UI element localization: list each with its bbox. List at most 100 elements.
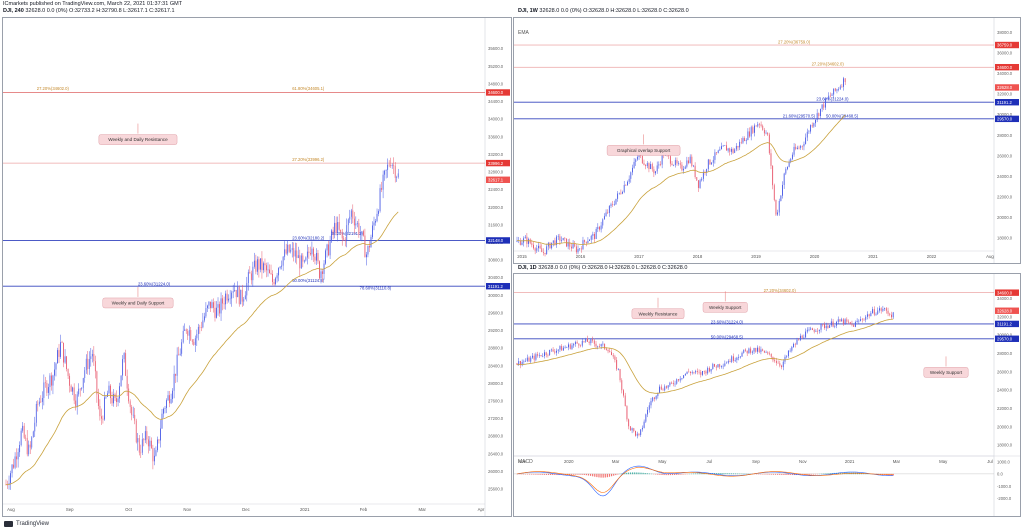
candle-body [700, 372, 702, 375]
y-tick-label: 29600.0 [488, 310, 504, 315]
candle-body [147, 439, 149, 447]
candle-body [303, 260, 305, 262]
candle-body [610, 204, 612, 206]
candle-body [153, 455, 155, 462]
candle-body [337, 222, 339, 234]
right-top-chart-panel[interactable]: 18000.0 20000.0 22000.0 24000.0 26000.0 28000… [513, 17, 1021, 264]
macd-hist-bar [701, 473, 703, 475]
left-chart-title: DJI, 240 32628.0 0.0 (0%) O:32733.2 H:32… [3, 8, 175, 14]
candle-body [547, 242, 549, 247]
candle-body [319, 261, 320, 279]
macd-hist-bar [543, 473, 545, 475]
y-tick-label: 33200.0 [488, 152, 504, 157]
macd-hist-bar [592, 473, 594, 477]
candle-body [636, 157, 638, 160]
candle-body [163, 408, 164, 414]
macd-hist-bar [808, 473, 810, 475]
right-bottom-chart-panel[interactable]: 18000.0 20000.0 22000.0 24000.0 26000.0 28000… [513, 273, 1021, 517]
macd-hist-bar [600, 473, 602, 478]
candle-body [530, 357, 532, 362]
candle-body [531, 355, 533, 358]
last-price-label: 32628.0 [997, 85, 1013, 90]
y-tick-label: 35200.0 [488, 64, 504, 69]
candle-body [671, 163, 673, 166]
fib-label: 23.60%(31224.0) [711, 319, 744, 324]
annotation-text: Weekly and Daily Support [112, 301, 165, 306]
candle-body [751, 351, 753, 353]
candle-body [712, 159, 714, 163]
candle-body [810, 328, 812, 330]
candle-body [173, 373, 175, 391]
candle-body [780, 195, 782, 201]
macd-hist-bar [690, 473, 693, 475]
macd-hist-bar [640, 472, 642, 475]
candle-body [629, 426, 631, 431]
x-tick-label: Oct [125, 507, 132, 512]
candle-body [572, 243, 574, 249]
annotation-text: Weekly and Daily Resistance [108, 137, 168, 142]
candle-body [344, 239, 346, 241]
candle-body [707, 159, 709, 169]
candle-body [801, 145, 803, 147]
candle-body [763, 350, 765, 353]
candle-body [49, 375, 51, 388]
candle-body [631, 167, 633, 173]
y-tick-label: 30400.0 [488, 275, 504, 280]
macd-hist-bar [644, 473, 646, 475]
candle-body [635, 159, 637, 162]
macd-hist-bar [617, 473, 619, 475]
candle-body [320, 271, 322, 279]
y-tick-label: 28000.0 [997, 133, 1013, 138]
candle-body [334, 222, 336, 233]
price-line-tag [486, 237, 510, 244]
macd-hist-bar [861, 473, 863, 475]
candle-body [521, 361, 523, 366]
candle-body [813, 329, 815, 332]
candle-body [737, 145, 739, 148]
macd-hist-bar [625, 472, 627, 475]
macd-hist-bar [737, 473, 739, 475]
y-tick-label: 30800.0 [488, 258, 504, 263]
candle-body [534, 248, 536, 251]
candle-body [217, 304, 219, 308]
annotation-box [102, 297, 174, 309]
candle-body [564, 347, 566, 349]
candle-body [69, 375, 71, 386]
candle-body [328, 244, 329, 256]
candle-body [762, 125, 764, 130]
footer: TradingView [4, 521, 49, 527]
macd-hist-bar [533, 473, 535, 475]
macd-tick-label: 0.0 [997, 472, 1003, 477]
candle-body [868, 314, 870, 317]
candle-body [199, 326, 201, 328]
candle-body [188, 330, 190, 336]
price-line-tag [995, 320, 1019, 328]
candle-body [785, 169, 787, 174]
right-top-chart: 18000.0 20000.0 22000.0 24000.0 26000.0 28000… [514, 18, 1019, 263]
macd-hist-bar [541, 473, 543, 475]
candle-body [608, 205, 610, 213]
candle-body [52, 375, 54, 386]
candle-body [261, 258, 263, 271]
candle-body [588, 341, 590, 344]
macd-hist-bar [663, 473, 665, 476]
macd-hist-bar [634, 472, 636, 475]
candle-body [537, 354, 539, 356]
price-line-tag [995, 41, 1019, 49]
fib-label: 21.60%(29570.5) [783, 114, 816, 119]
y-tick-label: 26000.0 [997, 153, 1013, 158]
candle-body [851, 323, 853, 325]
candle-body [849, 322, 851, 324]
candle-body [134, 414, 136, 421]
left-chart-panel[interactable]: 25600.0 26000.0 26400.0 26800.0 27200.0 27600… [2, 17, 512, 517]
macd-hist-bar [680, 473, 682, 475]
candle-body [683, 168, 685, 171]
candle-body [630, 172, 632, 179]
candle-body [769, 353, 770, 355]
candle-body [276, 275, 278, 279]
candle-body [643, 163, 645, 165]
y-tick-label: 30000.0 [997, 112, 1013, 117]
y-tick-label: 27600.0 [488, 399, 504, 404]
candle-body [294, 250, 296, 257]
candle-body [837, 319, 839, 322]
